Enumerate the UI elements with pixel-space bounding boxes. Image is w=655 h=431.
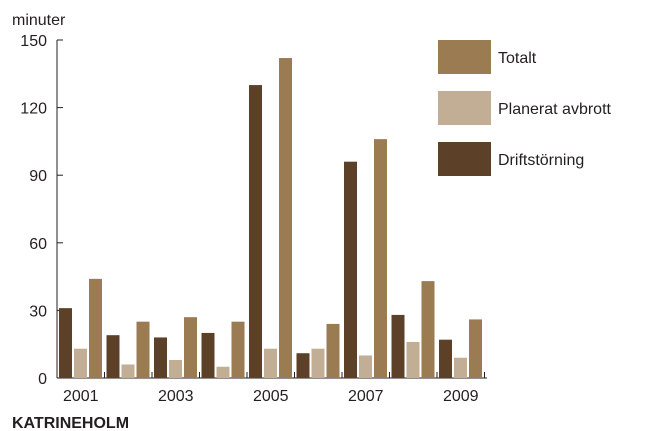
- y-tick-label: 60: [29, 236, 47, 253]
- bar-planerat-avbrott-2003: [169, 359, 182, 378]
- bar-planerat-avbrott-2004: [216, 366, 230, 378]
- bar-driftst-rning-2008: [391, 314, 405, 378]
- x-tick-label: 2009: [443, 388, 479, 405]
- legend-swatch-totalt: [438, 40, 491, 74]
- bar-totalt-2003: [184, 317, 197, 378]
- legend-swatch-planerat-avbrott: [438, 91, 491, 125]
- bar-totalt-2005: [279, 58, 292, 378]
- x-tick-label: 2001: [63, 388, 99, 405]
- bar-driftst-rning-2002: [106, 335, 120, 378]
- y-tick-label: 150: [20, 33, 47, 50]
- y-tick-label: 90: [29, 168, 47, 185]
- chart-caption: KATRINEHOLM: [12, 415, 129, 431]
- legend-label-totalt: Totalt: [498, 50, 537, 67]
- y-tick-label: 120: [20, 101, 47, 118]
- y-tick-label: 0: [38, 371, 47, 388]
- bar-totalt-2009: [469, 319, 482, 378]
- bar-driftst-rning-2007: [344, 161, 357, 378]
- bar-totalt-2006: [326, 323, 340, 378]
- bar-driftst-rning-2005: [249, 85, 262, 379]
- bar-planerat-avbrott-2007: [359, 355, 372, 378]
- bar-driftst-rning-2003: [154, 337, 167, 378]
- x-tick-label: 2005: [253, 388, 289, 405]
- y-tick-label: 30: [29, 303, 47, 320]
- x-tick-label: 2007: [348, 388, 384, 405]
- bar-driftst-rning-2006: [296, 353, 310, 378]
- x-tick-label: 2003: [158, 388, 194, 405]
- bars: [59, 58, 482, 379]
- bar-driftst-rning-2001: [59, 308, 72, 378]
- bar-planerat-avbrott-2006: [311, 348, 325, 378]
- legend-label-driftst-rning: Driftstörning: [498, 152, 584, 169]
- bar-totalt-2008: [421, 281, 435, 378]
- bar-planerat-avbrott-2001: [74, 348, 87, 378]
- legend: Totalt Planerat avbrott Driftstörning: [438, 40, 612, 176]
- y-axis-unit-label: minuter: [12, 12, 66, 29]
- bar-totalt-2007: [374, 139, 387, 378]
- legend-label-planerat-avbrott: Planerat avbrott: [498, 101, 612, 118]
- y-axis: 0 30 60 90 120 150: [20, 33, 63, 388]
- legend-swatch-driftst-rning: [438, 142, 491, 176]
- x-axis: 2001 2003 2005 2007 2009: [56, 372, 487, 405]
- bar-planerat-avbrott-2005: [264, 348, 277, 378]
- bar-totalt-2004: [231, 321, 245, 378]
- bar-totalt-2001: [89, 278, 102, 378]
- bar-totalt-2002: [136, 321, 150, 378]
- bar-planerat-avbrott-2009: [454, 357, 467, 378]
- bar-driftst-rning-2009: [439, 339, 452, 378]
- bar-planerat-avbrott-2002: [121, 364, 135, 378]
- bar-driftst-rning-2004: [201, 332, 215, 378]
- bar-planerat-avbrott-2008: [406, 341, 420, 378]
